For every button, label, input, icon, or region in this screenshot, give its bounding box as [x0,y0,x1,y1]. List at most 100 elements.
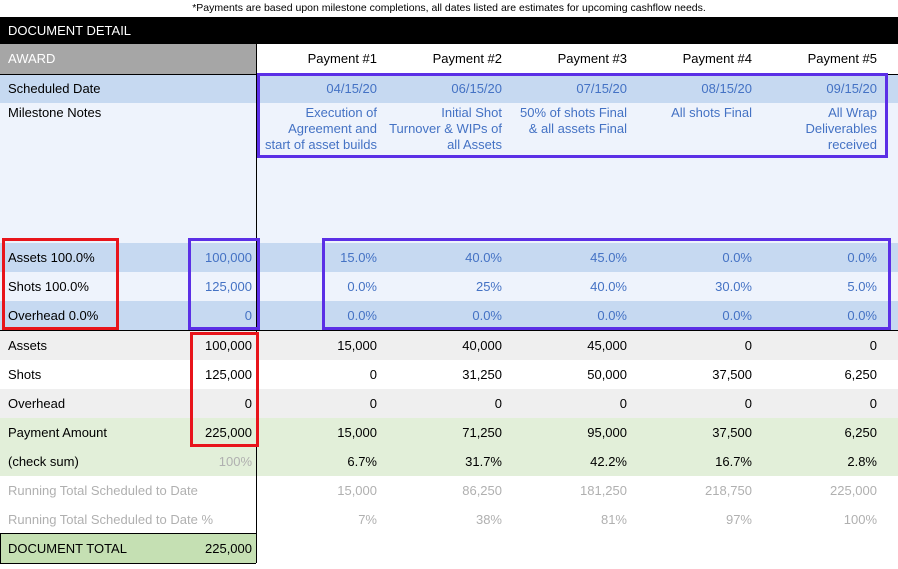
document-total-row-left-fill [0,534,256,563]
percent-row-3-left-fill [0,301,256,330]
payment-3-cell: 42.2% [590,454,627,469]
row-label: DOCUMENT TOTAL [8,541,127,556]
column-divider [256,44,257,563]
percent-amounts-highlight [188,238,260,330]
payment-5-cell: 100% [843,512,877,527]
payment-4-cell: 37,500 [712,425,752,440]
payment-3-cell: 07/15/20 [576,81,627,96]
milestone-note-line: received [827,137,877,152]
milestone-note-line: Deliverables [805,121,877,136]
row-total: 100% [218,454,252,469]
milestone-note-1: Execution of Agreement and start of asset … [247,105,377,153]
total-bottom-rule [0,563,256,564]
percent-row-1: Assets 100.0% 100,000 15.0% 40.0% 45.0% 0.0% 0… [0,243,898,272]
payment-1-cell: 7% [358,512,377,527]
payment-1-cell: 0 [369,367,377,382]
row-label: Assets 100.0% [8,250,95,265]
document-detail-title: DOCUMENT DETAIL [0,17,898,44]
payment-4-cell: 97% [725,512,752,527]
cashflow-note: *Payments are based upon milestone compl… [192,2,706,14]
payment-3-cell: 45,000 [587,338,627,353]
award-header-row-left-fill [0,44,256,74]
row-total: 0 [244,308,252,323]
payment-1-cell: 0.0% [347,308,377,323]
payment-2-cell: 38% [475,512,502,527]
payment-2-cell: 40,000 [462,338,502,353]
row-total: 0 [244,396,252,411]
award-header-row: Payment #1 Payment #2 Payment #3 Payment #4… [0,44,898,74]
payment-2-cell: 25% [475,279,502,294]
milestone-note-line: Execution of [305,105,377,120]
milestone-note-line: Agreement and [288,121,377,136]
payment-2-cell: 86,250 [462,483,502,498]
row-total: 225,000 [205,541,252,556]
milestone-note-line: All Wrap [828,105,877,120]
scheduled-date-row: Scheduled Date 04/15/20 06/15/20 07/15/20 08… [0,74,898,103]
payment-3-cell: Payment #3 [557,51,627,66]
payment-3-cell: 95,000 [587,425,627,440]
payment-4-cell: 16.7% [715,454,752,469]
row-label: Running Total Scheduled to Date [8,483,198,498]
amount-row-4-right-fill [257,418,898,447]
milestone-notes-row: Milestone Notes Execution of Agreement and… [0,103,898,243]
percent-row-2-left-fill [0,272,256,301]
payment-2-cell: 71,250 [462,425,502,440]
milestone-note-line: 50% of shots Final [520,105,627,120]
award-label: AWARD [8,51,56,66]
payment-3-cell: 50,000 [587,367,627,382]
payment-4-cell: 218,750 [705,483,752,498]
payment-3-cell: 181,250 [580,483,627,498]
amount-row-1-left-fill [0,331,256,360]
milestone-note-3: 50% of shots Final & all assets Final [497,105,627,137]
amount-row-4-left-fill [0,418,256,447]
scheduled-date-row-left-fill [0,74,256,103]
percent-row-1-left-fill [0,243,256,272]
payment-3-cell: 40.0% [590,279,627,294]
payment-5-cell: 5.0% [847,279,877,294]
document-total-row: DOCUMENT TOTAL 225,000 [0,534,898,563]
percent-row-1-right-fill [257,243,898,272]
row-total: 100,000 [205,338,252,353]
milestone-note-4: All shots Final [622,105,752,121]
payment-2-cell: 06/15/20 [451,81,502,96]
amount-row-5-left-fill [0,447,256,476]
payment-5-cell: 0.0% [847,250,877,265]
milestone-note-line: all Assets [447,137,502,152]
row-label: (check sum) [8,454,79,469]
amount-row-3: Overhead 0 0 0 0 0 0 [0,389,898,418]
percent-row-3-right-fill [257,301,898,330]
milestone-notes-label: Milestone Notes [8,105,102,120]
amount-totals-highlight [190,332,259,447]
payment-4-cell: 37,500 [712,367,752,382]
payment-5-cell: 09/15/20 [826,81,877,96]
payment-5-cell: 6,250 [844,367,877,382]
amount-row-4: Payment Amount 225,000 15,000 71,250 95,000 3… [0,418,898,447]
payment-1-cell: 6.7% [347,454,377,469]
row-label: Shots 100.0% [8,279,89,294]
left-edge-rule [0,533,1,563]
payment-5-cell: 0 [869,338,877,353]
milestone-note-line: start of asset builds [265,137,377,152]
payment-4-cell: Payment #4 [682,51,752,66]
payment-2-cell: 0.0% [472,308,502,323]
row-label: Overhead [8,396,66,411]
amount-row-5-right-fill [257,447,898,476]
amount-row-3-right-fill [257,389,898,418]
payment-4-cell: 08/15/20 [701,81,752,96]
payment-4-cell: 0.0% [722,250,752,265]
amount-row-1-right-fill [257,331,898,360]
percent-row-3: Overhead 0.0% 0 0.0% 0.0% 0.0% 0.0% 0.0% [0,301,898,330]
payment-5-cell: Payment #5 [807,51,877,66]
payment-2-cell: 40.0% [465,250,502,265]
document-detail-title-text: DOCUMENT DETAIL [8,23,132,38]
amount-row-6-right-fill [257,476,898,505]
total-top-rule [0,533,256,534]
row-label: Assets [8,338,48,353]
percent-row-2: Shots 100.0% 125,000 0.0% 25% 40.0% 30.0% 5.0% [0,272,898,301]
milestone-note-line: Turnover & WIPs of [389,121,502,136]
payment-3-cell: 0.0% [597,308,627,323]
payment-5-cell: 2.8% [847,454,877,469]
row-total: 125,000 [205,367,252,382]
payment-3-cell: 0 [619,396,627,411]
milestone-notes-row-left-fill [0,103,256,243]
